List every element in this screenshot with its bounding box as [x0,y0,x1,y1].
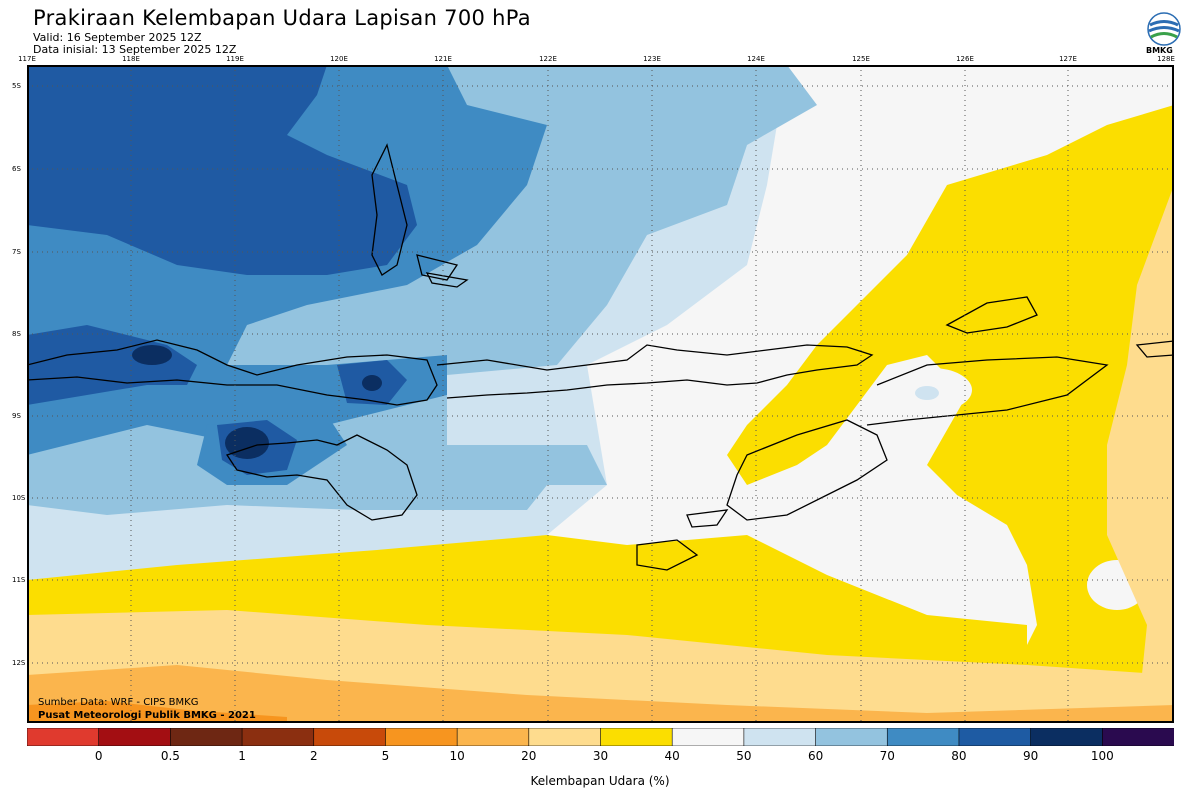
colorbar-swatch [886,728,960,746]
lat-label-8s: 8S [12,330,21,338]
colorbar-swatch [1102,728,1174,746]
bmkg-logo-icon [1147,12,1181,46]
lon-label-119e: 119E [226,55,244,63]
colorbar-tick-label: 20 [521,749,537,763]
colorbar-swatch [671,728,745,746]
colorbar-tick-label: 40 [664,749,680,763]
colorbar-tick-label: 100 [1090,749,1114,763]
lon-label-123e: 123E [643,55,661,63]
page-title: Prakiraan Kelembapan Udara Lapisan 700 h… [33,6,531,30]
colorbar-swatch [815,728,889,746]
colorbar-tick-label: 80 [951,749,967,763]
lon-label-128e: 128E [1157,55,1175,63]
colorbar-swatch [241,728,315,746]
colorbar-tick-label: 60 [807,749,824,763]
initial-data-time: Data inisial: 13 September 2025 12Z [33,43,237,56]
lat-label-9s: 9S [12,412,21,420]
colorbar-swatch [385,728,458,746]
humidity-band-20-30-east [1107,185,1174,723]
colorbar-tick-label: 50 [736,749,752,763]
humidity-core-spot2 [132,345,172,365]
colorbar-tick-label: 10 [449,749,465,763]
lon-label-121e: 121E [434,55,452,63]
colorbar-title: Kelembapan Udara (%) [530,774,670,788]
colorbar-swatch [743,728,817,746]
colorbar-tick-label: 1 [238,749,246,763]
data-source-credit: Sumber Data: WRF - CIPS BMKG [38,697,199,708]
logo-text: BMKG [1146,46,1173,55]
coastlines [27,143,1174,571]
lat-label-6s: 6S [12,165,21,173]
lat-label-12s: 12S [12,659,26,667]
colorbar-tick-label: 2 [309,749,318,763]
humidity-core-spot [225,427,269,459]
colorbar-swatch [528,728,602,746]
lat-label-10s: 10S [12,494,26,502]
lat-label-11s: 11S [12,576,26,584]
lat-label-5s: 5S [12,82,21,90]
lat-label-7s: 7S [12,248,21,256]
lon-label-118e: 118E [122,55,140,63]
colorbar-swatch [98,728,172,746]
colorbar-swatch [958,728,1032,746]
lon-label-125e: 125E [852,55,870,63]
lon-label-124e: 124E [747,55,765,63]
map-border [27,65,1174,723]
colorbar-tick-label: 5 [381,749,390,763]
humidity-core-spot3 [362,375,382,391]
humidity-pocket-east-blue [915,386,939,400]
humidity-colorbar [27,728,1174,746]
colorbar-swatch [313,728,387,746]
lon-label-117e: 117E [18,55,36,63]
valid-time: Valid: 16 September 2025 12Z [33,31,202,44]
lon-label-127e: 127E [1059,55,1077,63]
humidity-band-90-100-lower [27,325,197,405]
colorbar-swatch [27,728,100,746]
colorbar-tick-label: 30 [592,749,609,763]
humidity-band-50-60 [27,65,1174,723]
colorbar-tick-label: 0.5 [160,749,180,763]
humidity-map[interactable] [27,65,1174,723]
humidity-band-30-40-east [727,105,1174,723]
humidity-band-5-10-corner [27,701,287,723]
graticule [27,65,1174,723]
lon-label-126e: 126E [956,55,974,63]
lon-label-122e: 122E [539,55,557,63]
lon-label-120e: 120E [330,55,348,63]
colorbar-swatch [600,728,673,746]
colorbar-tick-label: 90 [1022,749,1039,763]
producer-credit: Pusat Meteorologi Publik BMKG - 2021 [38,710,256,721]
colorbar-tick-label: 0 [94,749,103,763]
humidity-band-10-20-south [27,665,1174,723]
colorbar-swatch [1030,728,1104,746]
colorbar-swatch [456,728,530,746]
colorbar-swatch [170,728,243,746]
humidity-band-90-100 [27,65,417,275]
colorbar-tick-label: 70 [879,749,895,763]
